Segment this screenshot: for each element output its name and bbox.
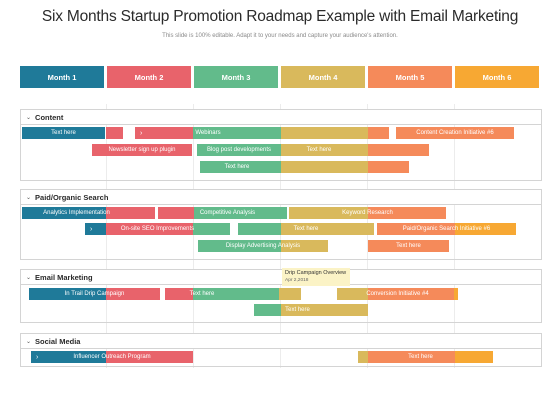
callout-date: Apr 2,2018 [285,278,309,283]
grid-line [367,104,368,368]
content-bar-webinars[interactable]: › Webinars [135,127,281,139]
paid-bar-keyword[interactable]: Keyword Research [289,207,446,219]
paid-bar-keyword-label: Keyword Research [342,210,393,216]
paid-bar-analytics[interactable]: Analytics Implementation [22,207,155,219]
chevron-down-icon[interactable]: ⌄ [26,338,32,345]
grid-line [193,104,194,368]
content-bar-webinars-label: Webinars [195,130,221,136]
paid-bar-display-advertising-label: Display Advertising Analysis [225,243,301,249]
chevron-right-icon: › [140,129,143,137]
content-bar-red-segment[interactable] [106,127,123,139]
content-bar-yellow-segment[interactable] [281,127,368,139]
email-bar-text-here-2[interactable]: Text here [254,304,368,316]
email-bar-conversion[interactable]: Conversion Initiative #4 [337,288,458,300]
content-bar-text-here-2-label: Text here [306,147,332,153]
callout-title: Drip Campaign Overview [285,270,347,276]
email-bar-text-here[interactable]: Text here [165,288,301,300]
month-5-header: Month 5 [368,66,452,88]
chevron-right-icon: › [36,353,39,361]
content-bar-text-here-2[interactable]: Text here [281,144,429,156]
content-bar-text-here-3-label: Text here [224,164,250,170]
email-bar-text-here-label: Text here [189,291,215,297]
chevron-right-icon: › [90,225,93,233]
social-section-label: Social Media [35,336,81,346]
paid-bar-paid-organic[interactable]: Paid/Organic Search Initiative #6 [377,223,516,235]
content-bar-text-here-3[interactable]: Text here [200,161,409,173]
grid-line [454,104,455,368]
month-4-header: Month 4 [281,66,365,88]
chevron-down-icon[interactable]: ⌄ [26,274,32,281]
content-bar-newsletter[interactable]: Newsletter sign up plugin [92,144,192,156]
email-bar-conversion-label: Conversion Initiative #4 [366,291,429,297]
chevron-down-icon[interactable]: ⌄ [26,114,32,121]
paid-bar-competitive[interactable]: Competitive Analysis [158,207,287,219]
paid-bar-onsite-seo[interactable]: › On-site SEO Improvements [85,223,230,235]
email-bar-in-trail-drip[interactable]: In Trail Drip Campaign [29,288,160,300]
page-title: Six Months Startup Promotion Roadmap Exa… [41,8,519,25]
paid-bar-display-advertising[interactable]: Display Advertising Analysis [198,240,328,252]
grid-line [280,104,281,368]
month-3-header: Month 3 [194,66,278,88]
paid-bar-paid-organic-label: Paid/Organic Search Initiative #6 [402,226,491,232]
social-bar-text-here[interactable]: Text here [358,351,493,363]
chevron-down-icon[interactable]: ⌄ [26,194,32,201]
month-1-header: Month 1 [20,66,104,88]
paid-bar-text-here[interactable]: Text here [238,223,374,235]
page-subtitle: This slide is 100% editable. Adapt it to… [162,33,398,39]
content-bar-orange-segment[interactable] [368,127,389,139]
grid-line [106,104,107,368]
social-bar-influencer[interactable]: › Influencer Outreach Program [31,351,193,363]
social-bar-text-here-label: Text here [408,354,433,360]
paid-bar-text-here-label: Text here [293,226,319,232]
social-bar-influencer-label: Influencer Outreach Program [73,354,151,360]
paid-bar-onsite-seo-label: On-site SEO Improvements [120,226,195,232]
content-section-label: Content [35,112,64,122]
drip-campaign-callout[interactable]: Drip Campaign Overview Apr 2,2018 [282,268,350,286]
content-bar-text-here[interactable]: Text here [22,127,105,139]
paid-bar-analytics-label: Analytics Implementation [43,210,110,216]
paid-section-header[interactable]: ⌄ Paid/Organic Search [20,189,542,205]
paid-section-label: Paid/Organic Search [35,192,109,202]
month-2-header: Month 2 [107,66,191,88]
paid-bar-competitive-label: Competitive Analysis [199,210,256,216]
content-bar-blog-post[interactable]: Blog post developments [197,144,281,156]
content-bar-content-creation[interactable]: Content Creation Initiative #6 [396,127,514,139]
email-section-label: Email Marketing [35,272,93,282]
email-bar-in-trail-drip-label: In Trail Drip Campaign [64,291,125,297]
email-section-header[interactable]: ⌄ Email Marketing [20,269,542,285]
paid-bar-text-here-2[interactable]: Text here [368,240,449,252]
content-section-header[interactable]: ⌄ Content [20,109,542,125]
email-bar-text-here-2-label: Text here [285,307,310,313]
social-section-header[interactable]: ⌄ Social Media [20,333,542,349]
month-6-header: Month 6 [455,66,539,88]
